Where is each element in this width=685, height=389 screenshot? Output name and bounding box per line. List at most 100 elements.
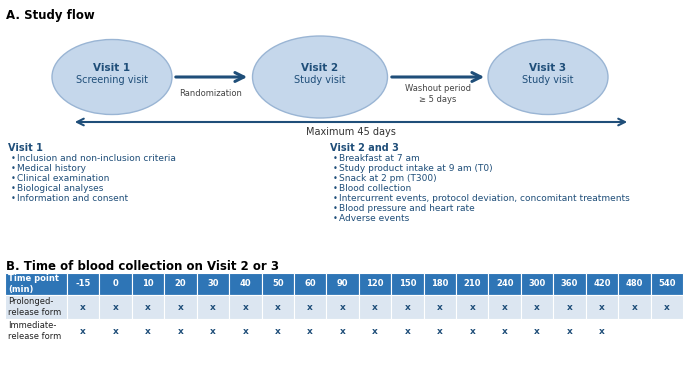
Text: •: • (333, 174, 338, 183)
Text: B. Time of blood collection on Visit 2 or 3: B. Time of blood collection on Visit 2 o… (6, 260, 279, 273)
Text: x: x (340, 326, 345, 335)
Ellipse shape (253, 36, 388, 118)
Text: x: x (469, 326, 475, 335)
Text: 240: 240 (496, 280, 514, 289)
Bar (197, 273, 229, 295)
Bar (521, 273, 553, 295)
Text: x: x (275, 326, 281, 335)
Text: Visit 1: Visit 1 (8, 143, 43, 153)
Bar (132, 273, 164, 295)
Text: x: x (534, 303, 540, 312)
Text: x: x (145, 326, 151, 335)
Text: x: x (80, 326, 86, 335)
Bar (5, 319, 67, 343)
Text: x: x (145, 303, 151, 312)
Text: x: x (177, 326, 184, 335)
Text: •: • (11, 164, 16, 173)
Bar (521, 295, 553, 319)
Bar (553, 273, 586, 295)
Text: -15: -15 (75, 280, 91, 289)
Text: 180: 180 (431, 280, 449, 289)
Bar (197, 319, 229, 343)
Text: Breakfast at 7 am: Breakfast at 7 am (339, 154, 420, 163)
Text: Study visit: Study visit (522, 75, 574, 85)
Bar (391, 273, 423, 295)
Bar (423, 295, 456, 319)
Text: x: x (566, 326, 573, 335)
Text: 50: 50 (272, 280, 284, 289)
Text: 150: 150 (399, 280, 416, 289)
Text: x: x (113, 326, 119, 335)
Text: x: x (308, 303, 313, 312)
Text: 360: 360 (561, 280, 578, 289)
Text: 0: 0 (113, 280, 119, 289)
Bar (229, 295, 262, 319)
Text: x: x (210, 303, 216, 312)
Text: Information and consent: Information and consent (17, 194, 128, 203)
Bar (5, 273, 67, 295)
Bar (488, 273, 521, 295)
Bar (294, 319, 326, 343)
Bar (294, 295, 326, 319)
Text: x: x (469, 303, 475, 312)
Text: Intercurrent events, protocol deviation, concomitant treatments: Intercurrent events, protocol deviation,… (339, 194, 630, 203)
Text: Visit 2 and 3: Visit 2 and 3 (330, 143, 399, 153)
Bar (423, 273, 456, 295)
Text: x: x (502, 326, 508, 335)
Bar (521, 319, 553, 343)
Bar (359, 295, 391, 319)
Bar (391, 319, 423, 343)
Bar (67, 273, 99, 295)
Bar (456, 273, 488, 295)
Ellipse shape (52, 40, 172, 114)
Bar (262, 295, 294, 319)
Bar (586, 295, 618, 319)
Bar (326, 295, 359, 319)
Text: 10: 10 (142, 280, 154, 289)
Text: Blood pressure and heart rate: Blood pressure and heart rate (339, 204, 475, 213)
Bar (488, 295, 521, 319)
Bar (553, 319, 586, 343)
Text: x: x (340, 303, 345, 312)
Bar (456, 319, 488, 343)
Bar (5, 295, 67, 319)
Text: •: • (333, 214, 338, 223)
Text: Visit 3: Visit 3 (530, 63, 566, 73)
Bar (456, 295, 488, 319)
Bar (262, 273, 294, 295)
Text: 20: 20 (175, 280, 186, 289)
Bar (132, 295, 164, 319)
Text: x: x (405, 303, 410, 312)
Text: 480: 480 (625, 280, 643, 289)
Bar (164, 295, 197, 319)
Text: x: x (210, 326, 216, 335)
Text: Time point
(min): Time point (min) (8, 274, 59, 294)
Text: x: x (275, 303, 281, 312)
Text: x: x (437, 303, 443, 312)
Bar (229, 319, 262, 343)
Ellipse shape (488, 40, 608, 114)
Text: Study product intake at 9 am (T0): Study product intake at 9 am (T0) (339, 164, 493, 173)
Bar (99, 295, 132, 319)
Text: x: x (502, 303, 508, 312)
Text: x: x (372, 303, 378, 312)
Text: •: • (11, 194, 16, 203)
Text: x: x (242, 326, 248, 335)
Bar (618, 319, 651, 343)
Text: x: x (113, 303, 119, 312)
Text: x: x (632, 303, 637, 312)
Text: x: x (664, 303, 670, 312)
Text: Maximum 45 days: Maximum 45 days (306, 127, 396, 137)
Bar (586, 273, 618, 295)
Text: Biological analyses: Biological analyses (17, 184, 103, 193)
Text: x: x (372, 326, 378, 335)
Text: Blood collection: Blood collection (339, 184, 411, 193)
Bar (586, 319, 618, 343)
Text: Adverse events: Adverse events (339, 214, 409, 223)
Text: 90: 90 (337, 280, 349, 289)
Bar (294, 273, 326, 295)
Text: 120: 120 (366, 280, 384, 289)
Text: Clinical examination: Clinical examination (17, 174, 110, 183)
Text: Snack at 2 pm (T300): Snack at 2 pm (T300) (339, 174, 436, 183)
Bar (423, 319, 456, 343)
